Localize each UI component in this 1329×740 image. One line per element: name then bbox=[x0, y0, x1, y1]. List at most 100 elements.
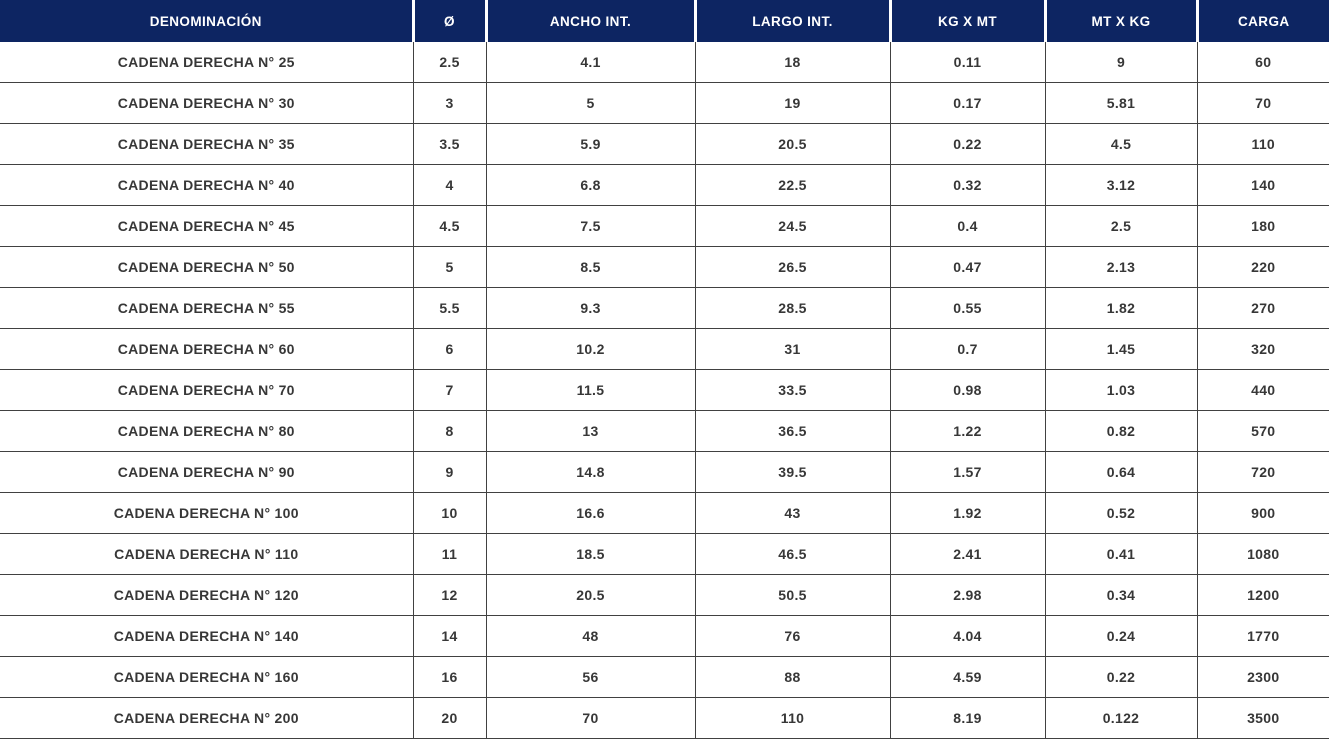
denomination-cell: CADENA DERECHA N° 40 bbox=[0, 164, 413, 206]
ancho-int-cell: 6.8 bbox=[485, 164, 695, 206]
mt-x-kg-cell: 3.12 bbox=[1044, 164, 1197, 206]
ancho-int-cell: 14.8 bbox=[485, 451, 695, 493]
carga-cell: 270 bbox=[1196, 287, 1329, 329]
mt-x-kg-cell: 0.52 bbox=[1044, 492, 1197, 534]
largo-int-cell: 33.5 bbox=[694, 369, 890, 411]
ancho-int-cell: 7.5 bbox=[485, 205, 695, 247]
largo-int-cell: 36.5 bbox=[694, 410, 890, 452]
table-row: CADENA DERECHA N° 50 5 8.5 26.5 0.47 2.13 220 bbox=[0, 246, 1329, 288]
largo-int-cell: 26.5 bbox=[694, 246, 890, 288]
ancho-int-cell: 13 bbox=[485, 410, 695, 452]
kg-x-mt-cell: 0.32 bbox=[889, 164, 1045, 206]
kg-x-mt-cell: 0.7 bbox=[889, 328, 1045, 370]
kg-x-mt-cell: 0.17 bbox=[889, 82, 1045, 124]
ancho-int-cell: 48 bbox=[485, 615, 695, 657]
mt-x-kg-cell: 9 bbox=[1044, 42, 1197, 83]
table-row: CADENA DERECHA N° 110 11 18.5 46.5 2.41 0.41 1… bbox=[0, 533, 1329, 575]
denomination-cell: CADENA DERECHA N° 140 bbox=[0, 615, 413, 657]
table-header: DENOMINACIÓN Ø ANCHO INT. LARGO INT. KG … bbox=[0, 0, 1329, 42]
denomination-cell: CADENA DERECHA N° 80 bbox=[0, 410, 413, 452]
carga-cell: 900 bbox=[1196, 492, 1329, 534]
largo-int-cell: 28.5 bbox=[694, 287, 890, 329]
mt-x-kg-cell: 1.03 bbox=[1044, 369, 1197, 411]
table-row: CADENA DERECHA N° 80 8 13 36.5 1.22 0.82 570 bbox=[0, 410, 1329, 452]
largo-int-cell: 39.5 bbox=[694, 451, 890, 493]
diameter-cell: 5.5 bbox=[412, 287, 486, 329]
ancho-int-cell: 16.6 bbox=[485, 492, 695, 534]
kg-x-mt-cell: 2.41 bbox=[889, 533, 1045, 575]
kg-x-mt-cell: 1.92 bbox=[889, 492, 1045, 534]
mt-x-kg-cell: 2.5 bbox=[1044, 205, 1197, 247]
mt-x-kg-cell: 0.24 bbox=[1044, 615, 1197, 657]
ancho-int-cell: 4.1 bbox=[485, 42, 695, 83]
diameter-cell: 3 bbox=[412, 82, 486, 124]
ancho-int-cell: 18.5 bbox=[485, 533, 695, 575]
column-header-denominacion: DENOMINACIÓN bbox=[0, 0, 413, 42]
table-row: CADENA DERECHA N° 70 7 11.5 33.5 0.98 1.03 440 bbox=[0, 369, 1329, 411]
mt-x-kg-cell: 0.34 bbox=[1044, 574, 1197, 616]
mt-x-kg-cell: 0.22 bbox=[1044, 656, 1197, 698]
column-header-carga: CARGA bbox=[1195, 0, 1329, 42]
denomination-cell: CADENA DERECHA N° 60 bbox=[0, 328, 413, 370]
table-row: CADENA DERECHA N° 45 4.5 7.5 24.5 0.4 2.5 180 bbox=[0, 205, 1329, 247]
kg-x-mt-cell: 2.98 bbox=[889, 574, 1045, 616]
diameter-cell: 12 bbox=[412, 574, 486, 616]
carga-cell: 1770 bbox=[1196, 615, 1329, 657]
carga-cell: 1200 bbox=[1196, 574, 1329, 616]
kg-x-mt-cell: 4.04 bbox=[889, 615, 1045, 657]
table-row: CADENA DERECHA N° 200 20 70 110 8.19 0.122 350… bbox=[0, 697, 1329, 739]
carga-cell: 110 bbox=[1196, 123, 1329, 165]
kg-x-mt-cell: 1.22 bbox=[889, 410, 1045, 452]
kg-x-mt-cell: 0.4 bbox=[889, 205, 1045, 247]
kg-x-mt-cell: 0.11 bbox=[889, 42, 1045, 83]
denomination-cell: CADENA DERECHA N° 200 bbox=[0, 697, 413, 739]
carga-cell: 220 bbox=[1196, 246, 1329, 288]
carga-cell: 720 bbox=[1196, 451, 1329, 493]
table-row: CADENA DERECHA N° 90 9 14.8 39.5 1.57 0.64 720 bbox=[0, 451, 1329, 493]
ancho-int-cell: 56 bbox=[485, 656, 695, 698]
table-row: CADENA DERECHA N° 30 3 5 19 0.17 5.81 70 bbox=[0, 82, 1329, 124]
ancho-int-cell: 10.2 bbox=[485, 328, 695, 370]
column-header-diameter: Ø bbox=[411, 0, 486, 42]
mt-x-kg-cell: 0.122 bbox=[1044, 697, 1197, 739]
table-row: CADENA DERECHA N° 40 4 6.8 22.5 0.32 3.12 140 bbox=[0, 164, 1329, 206]
table-row: CADENA DERECHA N° 55 5.5 9.3 28.5 0.55 1.82 27… bbox=[0, 287, 1329, 329]
ancho-int-cell: 5 bbox=[485, 82, 695, 124]
largo-int-cell: 88 bbox=[694, 656, 890, 698]
carga-cell: 3500 bbox=[1196, 697, 1329, 739]
diameter-cell: 14 bbox=[412, 615, 486, 657]
largo-int-cell: 22.5 bbox=[694, 164, 890, 206]
diameter-cell: 20 bbox=[412, 697, 486, 739]
largo-int-cell: 19 bbox=[694, 82, 890, 124]
mt-x-kg-cell: 5.81 bbox=[1044, 82, 1197, 124]
denomination-cell: CADENA DERECHA N° 70 bbox=[0, 369, 413, 411]
carga-cell: 320 bbox=[1196, 328, 1329, 370]
largo-int-cell: 31 bbox=[694, 328, 890, 370]
denomination-cell: CADENA DERECHA N° 120 bbox=[0, 574, 413, 616]
denomination-cell: CADENA DERECHA N° 50 bbox=[0, 246, 413, 288]
mt-x-kg-cell: 0.41 bbox=[1044, 533, 1197, 575]
table-row: CADENA DERECHA N° 60 6 10.2 31 0.7 1.45 320 bbox=[0, 328, 1329, 370]
diameter-cell: 8 bbox=[412, 410, 486, 452]
kg-x-mt-cell: 0.47 bbox=[889, 246, 1045, 288]
ancho-int-cell: 11.5 bbox=[485, 369, 695, 411]
table-row: CADENA DERECHA N° 140 14 48 76 4.04 0.24 1770 bbox=[0, 615, 1329, 657]
mt-x-kg-cell: 4.5 bbox=[1044, 123, 1197, 165]
carga-cell: 140 bbox=[1196, 164, 1329, 206]
kg-x-mt-cell: 0.55 bbox=[889, 287, 1045, 329]
table-row: CADENA DERECHA N° 120 12 20.5 50.5 2.98 0.34 1… bbox=[0, 574, 1329, 616]
carga-cell: 440 bbox=[1196, 369, 1329, 411]
header-row: DENOMINACIÓN Ø ANCHO INT. LARGO INT. KG … bbox=[0, 0, 1329, 42]
largo-int-cell: 46.5 bbox=[694, 533, 890, 575]
table-row: CADENA DERECHA N° 160 16 56 88 4.59 0.22 2300 bbox=[0, 656, 1329, 698]
diameter-cell: 6 bbox=[412, 328, 486, 370]
diameter-cell: 9 bbox=[412, 451, 486, 493]
largo-int-cell: 18 bbox=[694, 42, 890, 83]
diameter-cell: 2.5 bbox=[412, 42, 486, 83]
carga-cell: 180 bbox=[1196, 205, 1329, 247]
denomination-cell: CADENA DERECHA N° 55 bbox=[0, 287, 413, 329]
ancho-int-cell: 70 bbox=[485, 697, 695, 739]
mt-x-kg-cell: 2.13 bbox=[1044, 246, 1197, 288]
